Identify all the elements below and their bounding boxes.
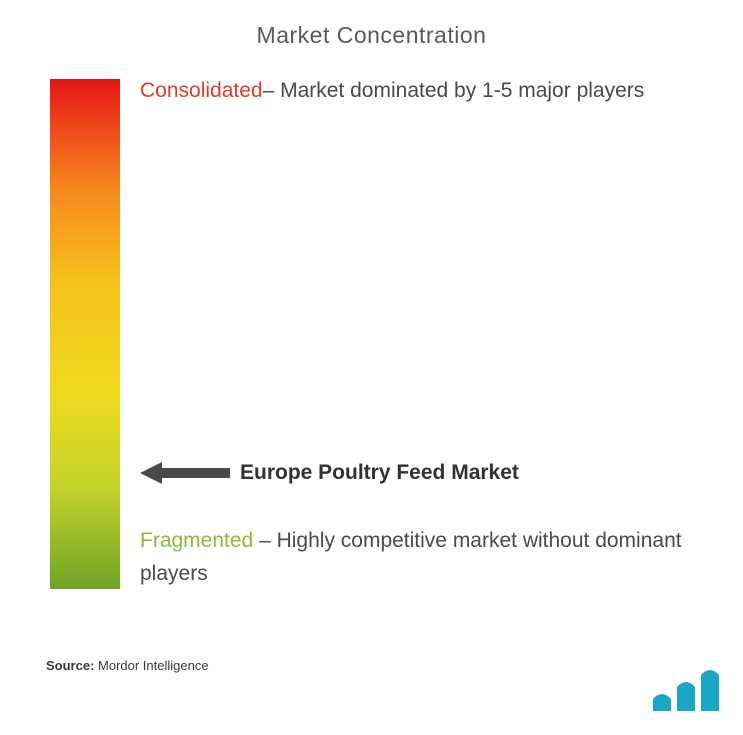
scale-labels: Consolidated– Market dominated by 1-5 ma…	[140, 79, 713, 609]
page-title: Market Concentration	[30, 22, 713, 49]
source-label: Source:	[46, 658, 94, 673]
source-attribution: Source: Mordor Intelligence	[46, 658, 209, 673]
fragmented-label: Fragmented – Highly competitive market w…	[140, 525, 713, 590]
source-value: Mordor Intelligence	[94, 658, 208, 673]
consolidated-keyword: Consolidated	[140, 79, 263, 102]
fragmented-keyword: Fragmented	[140, 529, 253, 552]
concentration-diagram: Consolidated– Market dominated by 1-5 ma…	[30, 79, 713, 609]
market-marker: Europe Poultry Feed Market	[140, 457, 519, 490]
consolidated-desc: – Market dominated by 1-5 major players	[263, 79, 645, 102]
arrow-left-icon	[140, 462, 230, 484]
mordor-logo-icon	[631, 663, 719, 713]
market-name: Europe Poultry Feed Market	[240, 457, 519, 490]
gradient-scale-bar	[50, 79, 120, 589]
consolidated-label: Consolidated– Market dominated by 1-5 ma…	[140, 75, 644, 108]
